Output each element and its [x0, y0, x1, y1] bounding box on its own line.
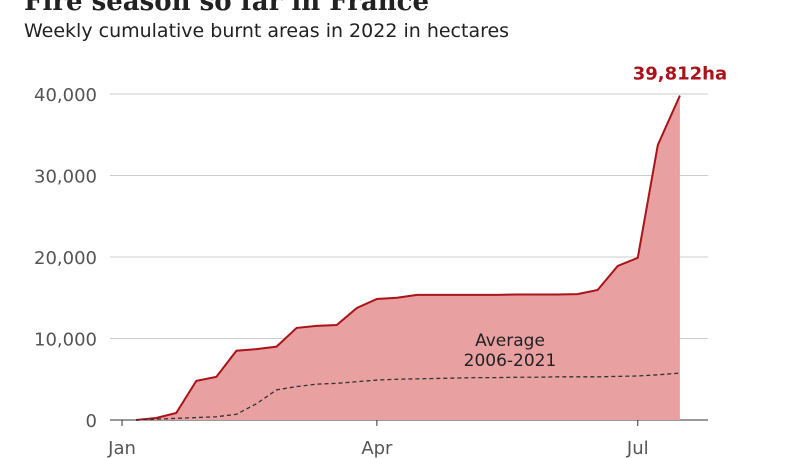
x-tick-label: Jul — [626, 438, 649, 458]
series-label: Average 2006-2021 — [464, 331, 557, 371]
line — [135, 95, 681, 421]
value-label: 39,812ha — [633, 64, 727, 85]
chart-subtitle: Weekly cumulative burnt areas in 2022 in… — [24, 20, 509, 42]
y-tick-label: 20,000 — [34, 248, 97, 269]
x-tick-label: Apr — [361, 438, 393, 458]
y-tick-label: 10,000 — [34, 330, 97, 351]
y-tick-label: 30,000 — [34, 167, 97, 188]
y-tick-label: 0 — [86, 411, 97, 432]
y-tick-label: 40,000 — [34, 85, 97, 106]
area — [136, 95, 680, 421]
chart-title: Fire season so far in France — [24, 0, 429, 17]
x-tick-label: Jan — [107, 438, 136, 458]
